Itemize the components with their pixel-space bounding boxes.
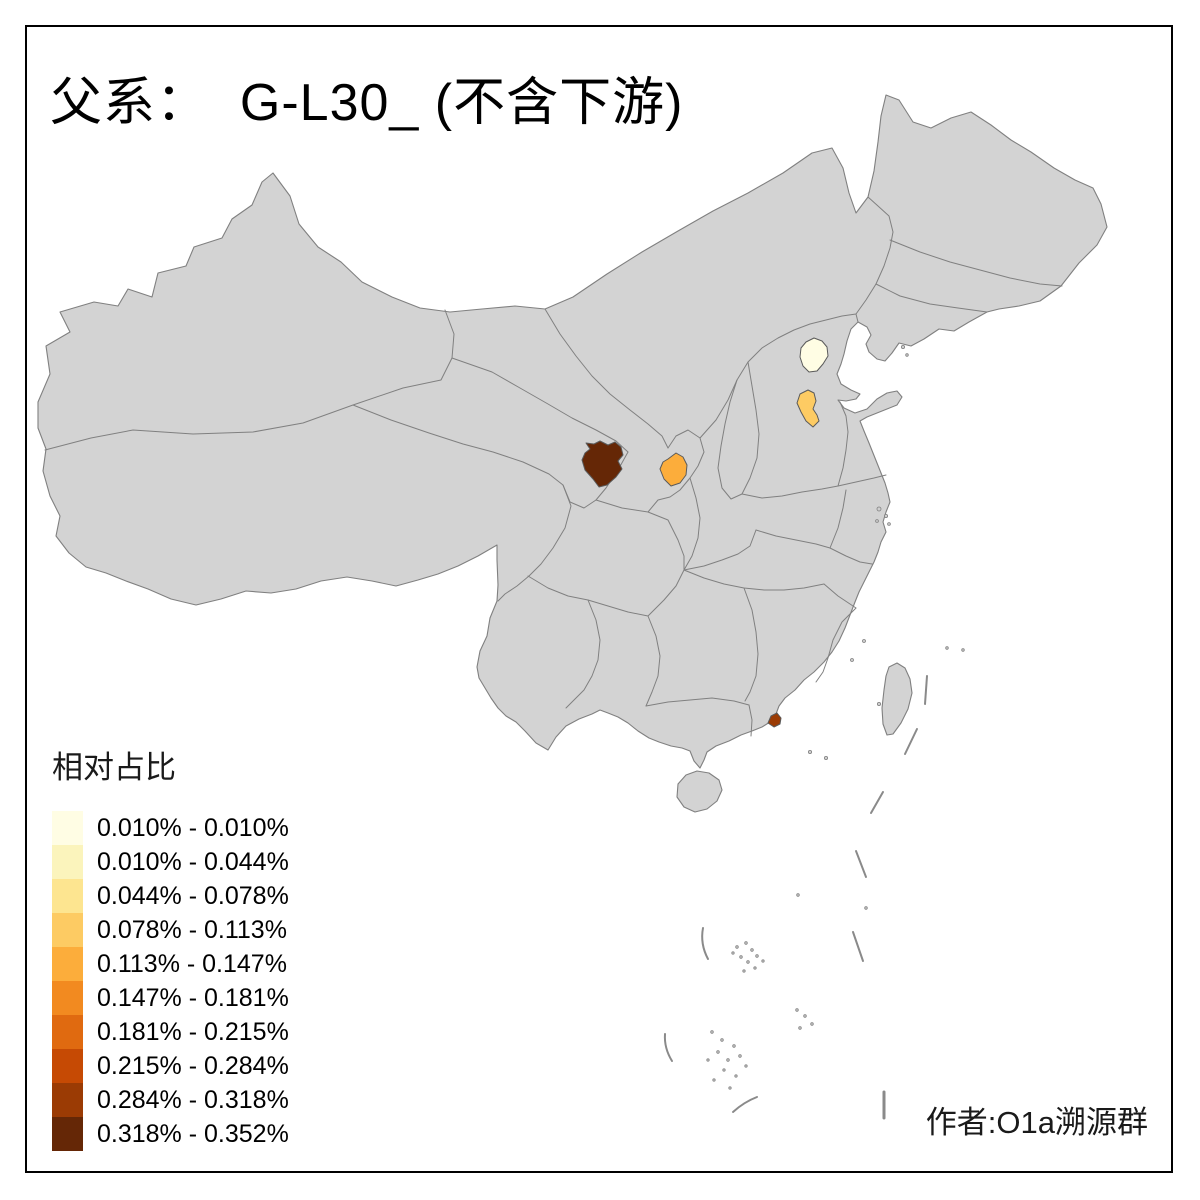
legend-rows: 0.010% - 0.010% 0.010% - 0.044% 0.044% -… xyxy=(52,811,289,1151)
plot-frame xyxy=(25,25,1173,1173)
legend-label: 0.044% - 0.078% xyxy=(97,881,289,910)
legend-row: 0.181% - 0.215% xyxy=(52,1015,289,1049)
legend-row: 0.113% - 0.147% xyxy=(52,947,289,981)
legend-row: 0.318% - 0.352% xyxy=(52,1117,289,1151)
legend-swatch xyxy=(52,1083,83,1117)
nine-dash-line xyxy=(663,675,928,1120)
region-tianjin xyxy=(796,389,820,428)
legend-row: 0.044% - 0.078% xyxy=(52,879,289,913)
region-qinghai-east xyxy=(581,440,624,488)
legend-swatch xyxy=(52,811,83,845)
china-mainland xyxy=(37,94,1108,769)
legend-swatch xyxy=(52,1117,83,1151)
legend-label: 0.113% - 0.147% xyxy=(97,949,287,978)
region-beijing xyxy=(799,337,829,373)
coastal-islets xyxy=(796,344,965,910)
taiwan-island xyxy=(881,662,913,736)
south-china-sea-islets xyxy=(706,941,814,1090)
attribution: 作者:O1a溯源群 xyxy=(925,1105,1148,1140)
highlighted-prefectures xyxy=(581,337,829,728)
legend-title: 相对占比 xyxy=(52,750,176,785)
legend-swatch xyxy=(52,981,83,1015)
legend-swatch xyxy=(52,947,83,981)
legend-row: 0.284% - 0.318% xyxy=(52,1083,289,1117)
region-pearl-river-delta xyxy=(767,712,782,728)
legend-swatch xyxy=(52,1049,83,1083)
legend-label: 0.318% - 0.352% xyxy=(97,1119,289,1148)
region-ningxia-south xyxy=(659,452,688,487)
legend-label: 0.147% - 0.181% xyxy=(97,983,289,1012)
legend-row: 0.078% - 0.113% xyxy=(52,913,289,947)
legend-label: 0.215% - 0.284% xyxy=(97,1051,289,1080)
legend-swatch xyxy=(52,845,83,879)
legend-row: 0.215% - 0.284% xyxy=(52,1049,289,1083)
legend-row: 0.010% - 0.044% xyxy=(52,845,289,879)
legend-label: 0.284% - 0.318% xyxy=(97,1085,289,1114)
hainan-island xyxy=(676,770,723,813)
legend-swatch xyxy=(52,879,83,913)
legend-label: 0.078% - 0.113% xyxy=(97,915,287,944)
legend-row: 0.010% - 0.010% xyxy=(52,811,289,845)
province-borders xyxy=(44,196,1063,737)
islands xyxy=(676,344,965,1090)
legend-label: 0.181% - 0.215% xyxy=(97,1017,289,1046)
legend-label: 0.010% - 0.044% xyxy=(97,847,289,876)
legend-swatch xyxy=(52,913,83,947)
legend: 相对占比 0.010% - 0.010% 0.010% - 0.044% 0.0… xyxy=(52,742,289,1151)
legend-row: 0.147% - 0.181% xyxy=(52,981,289,1015)
legend-swatch xyxy=(52,1015,83,1049)
page-title: 父系： G-L30_ (不含下游) xyxy=(50,74,684,132)
legend-label: 0.010% - 0.010% xyxy=(97,813,289,842)
